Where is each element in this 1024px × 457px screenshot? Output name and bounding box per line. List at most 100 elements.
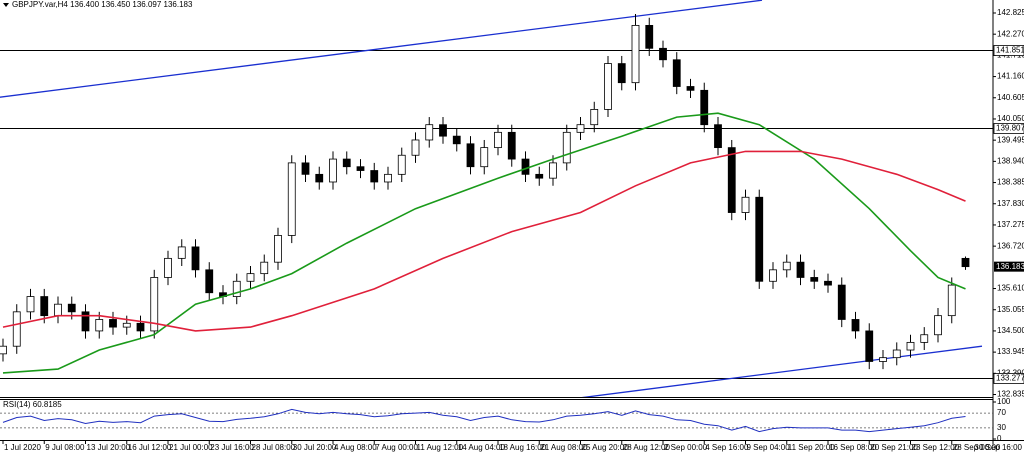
y-tick-label: 133.390	[997, 368, 1024, 377]
candle-body	[177, 246, 186, 259]
x-tick-label: 20 Sep 21:00	[870, 443, 918, 452]
rsi-line	[2, 408, 966, 433]
x-tick-label: 11 Sep 20:00	[788, 443, 836, 452]
x-tick-label: 23 Sep 12:00	[912, 443, 960, 452]
candle-body	[150, 277, 159, 332]
candle-body	[961, 257, 970, 268]
y-tick-label: 135.055	[997, 305, 1024, 314]
candle-body	[934, 315, 942, 336]
y-tick-label: 139.495	[997, 135, 1024, 144]
rsi-tick-label: 30	[997, 423, 1006, 432]
x-tick-label: 25 Aug 20:00	[582, 443, 630, 452]
candle-body	[645, 24, 654, 49]
candle-body	[782, 261, 791, 271]
candle-body	[865, 330, 874, 362]
x-tick-label: 16 Sep 08:00	[829, 443, 877, 452]
x-tick-label: 14 Aug 04:00	[458, 443, 506, 452]
candle-body	[631, 24, 640, 84]
level-label-box	[993, 123, 1024, 134]
candle-body	[356, 166, 365, 171]
candle-body	[741, 196, 750, 213]
candle-body	[287, 162, 296, 236]
candle-body	[95, 319, 104, 332]
candle-body	[26, 296, 35, 313]
candle-body	[700, 89, 709, 126]
candle-body	[466, 143, 475, 168]
x-tick-label: 2 Sep 00:00	[664, 443, 708, 452]
level-label-box	[993, 373, 1024, 384]
candle-body	[507, 131, 516, 160]
candle-body	[920, 334, 929, 343]
candle-body	[796, 261, 805, 278]
candle-body	[824, 280, 832, 286]
rsi-tick-label: 0	[997, 434, 1002, 443]
level-label: 133.277	[996, 374, 1024, 383]
candle-body	[879, 357, 887, 362]
x-tick-label: 13 Jul 20:00	[87, 443, 131, 452]
candle-body	[67, 303, 76, 313]
candle-body	[301, 162, 310, 175]
candle-body	[81, 311, 90, 332]
candle-body	[521, 158, 530, 175]
x-tick-label: 9 Jul 08:00	[45, 443, 85, 452]
candle-body	[769, 269, 777, 282]
y-tick-label: 142.825	[997, 8, 1024, 17]
y-tick-label: 138.940	[997, 156, 1024, 165]
x-tick-label: 28 Sep 00:00	[953, 443, 1001, 452]
rsi-plot	[0, 408, 993, 433]
candle-body	[315, 173, 324, 183]
moving-average	[2, 112, 966, 374]
x-tick-label: 21 Aug 08:00	[540, 443, 588, 452]
candle-body	[727, 147, 736, 213]
y-tick-label: 137.830	[997, 199, 1024, 208]
candle-body	[837, 284, 846, 320]
x-tick-label: 9 Sep 04:00	[747, 443, 791, 452]
candle-body	[370, 170, 379, 183]
candle-body	[411, 139, 420, 156]
candle-body	[617, 63, 626, 84]
x-tick-label: 1 Jul 2020	[4, 443, 41, 452]
candle-body	[109, 319, 117, 328]
candle-body	[480, 147, 489, 168]
candle-body	[576, 124, 585, 133]
current-price-label: 136.183	[996, 262, 1024, 271]
x-tick-label: 30 Sep 16:00	[974, 443, 1022, 452]
candle-body	[659, 47, 667, 61]
price-plot	[0, 0, 993, 397]
candle-body	[232, 280, 241, 297]
y-tick-label: 137.275	[997, 220, 1024, 229]
x-tick-label: 30 Jul 20:00	[293, 443, 337, 452]
candle-body	[246, 273, 255, 282]
y-tick-label: 136.720	[997, 241, 1024, 250]
candle-body	[191, 246, 200, 271]
x-tick-label: 7 Aug 00:00	[375, 443, 418, 452]
x-tick-label: 23 Jul 16:00	[210, 443, 254, 452]
candle-body	[136, 322, 145, 332]
level-label: 139.807	[996, 124, 1024, 133]
menu-triangle	[3, 3, 9, 7]
x-tick-label: 11 Aug 12:00	[417, 443, 464, 452]
candle-body	[54, 303, 62, 317]
candle-body	[384, 173, 392, 183]
trend-line	[0, 0, 763, 98]
candle-body	[260, 261, 269, 275]
rsi-tick-label: 100	[997, 397, 1011, 406]
rsi-tick-label: 70	[997, 408, 1006, 417]
candle-body	[274, 235, 282, 263]
y-tick-label: 140.050	[997, 114, 1024, 123]
candle-body	[755, 196, 764, 282]
x-tick-label: 18 Aug 16:00	[499, 443, 547, 452]
axes: 132.835 133.390 133.945 134.500 135.055 135.6…	[2, 8, 1024, 452]
candle-body	[0, 345, 7, 355]
rsi-title: RSI(14) 60.8185	[3, 400, 62, 409]
level-label: 141.851	[996, 46, 1024, 55]
current-price-box	[994, 261, 1024, 272]
y-tick-label: 133.945	[997, 347, 1024, 356]
y-tick-label: 132.835	[997, 390, 1024, 399]
candle-body	[549, 162, 557, 179]
candle-body	[425, 124, 434, 141]
candle-body	[535, 173, 544, 179]
candle-body	[397, 154, 406, 175]
candle-body	[590, 109, 599, 126]
